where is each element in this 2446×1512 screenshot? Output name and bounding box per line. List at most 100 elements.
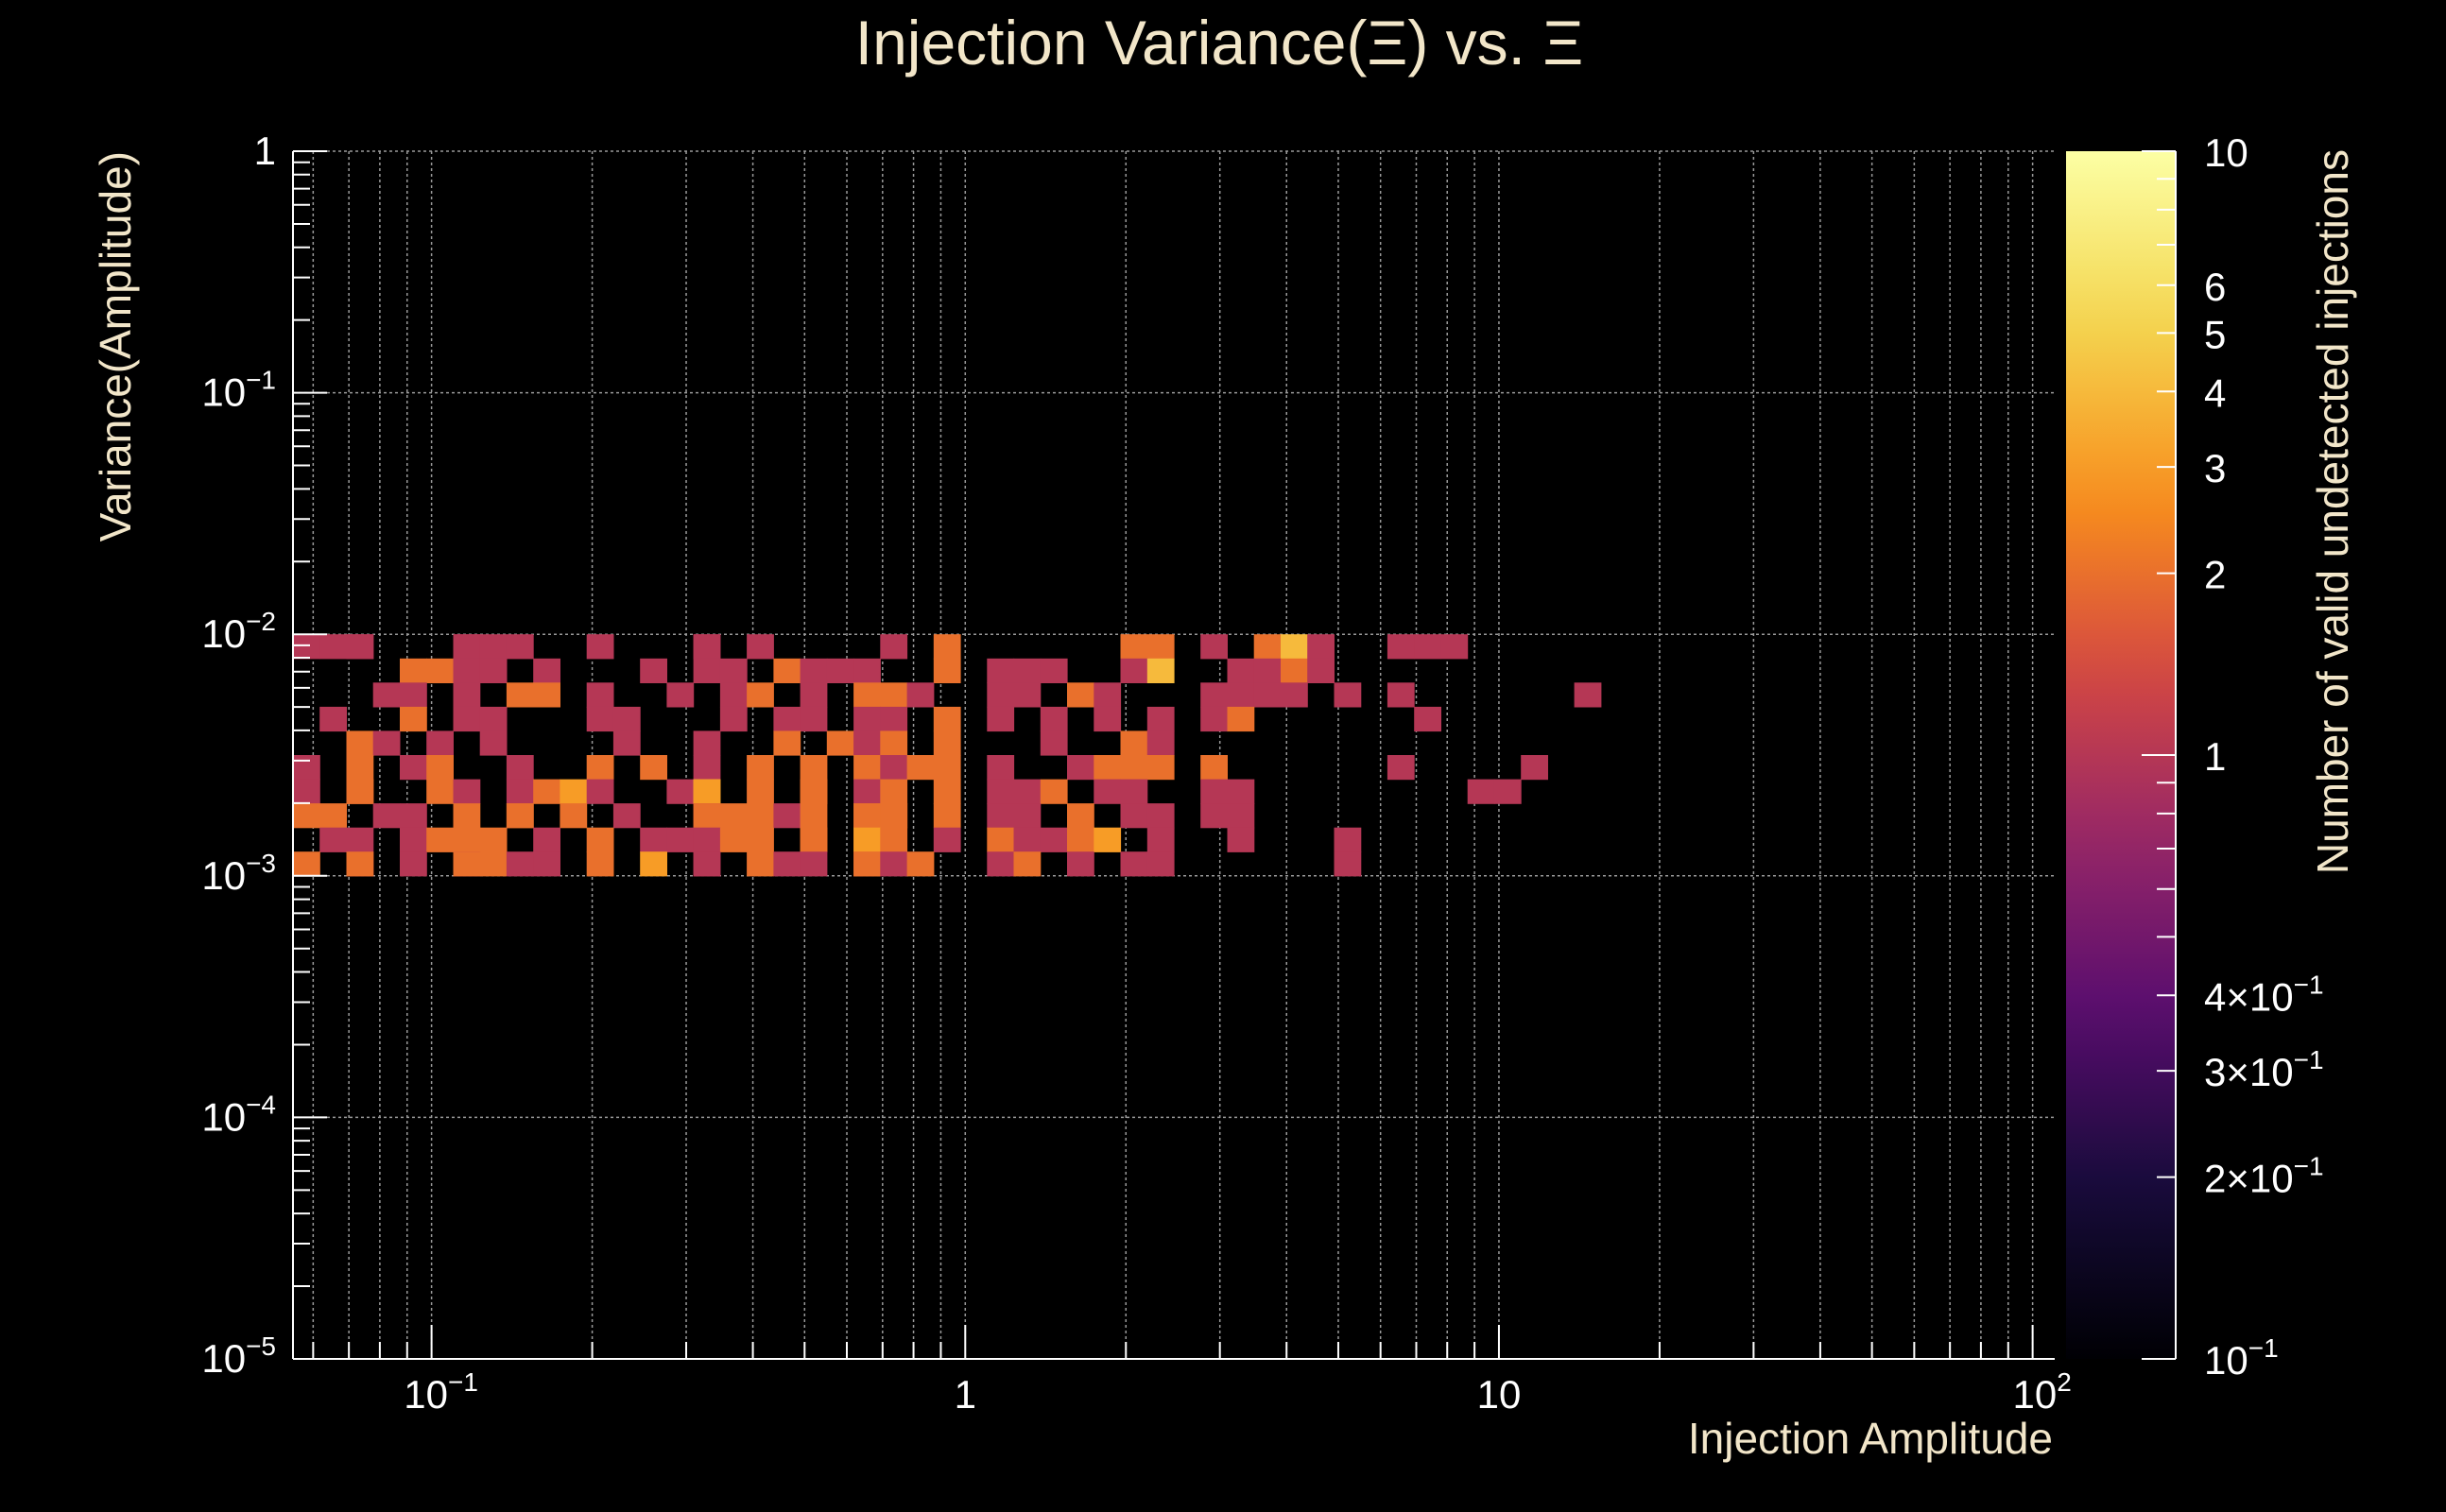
heatmap-cell bbox=[453, 634, 481, 660]
heatmap-cell bbox=[1227, 658, 1255, 683]
heatmap-cell bbox=[1440, 634, 1469, 660]
heatmap-cell bbox=[346, 730, 374, 756]
heatmap-cell bbox=[479, 706, 508, 732]
heatmap-cell bbox=[506, 779, 534, 804]
heatmap-cell bbox=[453, 803, 481, 829]
heatmap-cell bbox=[826, 658, 854, 683]
heatmap-cell bbox=[426, 779, 454, 804]
heatmap-cell bbox=[1040, 658, 1068, 683]
colorbar-tick-label: 2×10−1 bbox=[2204, 1152, 2324, 1201]
heatmap-cell bbox=[453, 682, 481, 708]
heatmap-cell bbox=[1146, 634, 1175, 660]
heatmap-cell bbox=[612, 706, 641, 732]
colorbar-tick-label: 10−1 bbox=[2204, 1333, 2279, 1383]
y-tick-label: 10−3 bbox=[201, 849, 276, 898]
colorbar-tick-label: 10 bbox=[2204, 130, 2248, 175]
heatmap-cell bbox=[1387, 682, 1415, 708]
heatmap-cell bbox=[1253, 682, 1282, 708]
y-tick-label: 10−5 bbox=[201, 1332, 276, 1381]
heatmap-cell bbox=[933, 634, 961, 660]
heatmap-cell bbox=[800, 706, 828, 732]
heatmap-cell bbox=[747, 851, 774, 877]
heatmap-cells bbox=[293, 634, 1602, 877]
heatmap-cell bbox=[426, 755, 454, 781]
heatmap-cell bbox=[800, 755, 828, 781]
heatmap-cell bbox=[693, 755, 721, 781]
heatmap-cell bbox=[880, 634, 908, 660]
heatmap-cell bbox=[346, 827, 374, 852]
heatmap-cell bbox=[1067, 827, 1094, 852]
heatmap-cell bbox=[1227, 827, 1255, 852]
heatmap-cell bbox=[346, 634, 374, 660]
heatmap-cell bbox=[1094, 682, 1122, 708]
heatmap-cell bbox=[1146, 827, 1175, 852]
colorbar-tick-label: 3×10−1 bbox=[2204, 1045, 2324, 1094]
heatmap-cell bbox=[933, 730, 961, 756]
heatmap-cell bbox=[640, 658, 667, 683]
heatmap-cell bbox=[453, 779, 481, 804]
heatmap-cell bbox=[719, 803, 748, 829]
heatmap-cell bbox=[853, 827, 881, 852]
heatmap-cell bbox=[987, 803, 1015, 829]
x-tick-label: 1 bbox=[955, 1372, 976, 1417]
heatmap-cell bbox=[987, 827, 1015, 852]
heatmap-cell bbox=[372, 682, 401, 708]
heatmap-cell bbox=[933, 827, 961, 852]
heatmap-cell bbox=[719, 682, 748, 708]
y-tick-label: 10−4 bbox=[201, 1090, 276, 1139]
colorbar-tick-label: 3 bbox=[2204, 446, 2226, 490]
heatmap-cell bbox=[533, 682, 560, 708]
heatmap-cell bbox=[479, 730, 508, 756]
heatmap-cell bbox=[400, 706, 427, 732]
heatmap-cell bbox=[1120, 730, 1148, 756]
heatmap-cell bbox=[853, 803, 881, 829]
heatmap-cell bbox=[400, 851, 427, 877]
heatmap-cell bbox=[1067, 755, 1094, 781]
heatmap-cell bbox=[479, 851, 508, 877]
heatmap-cell bbox=[612, 730, 641, 756]
heatmap-cell bbox=[1281, 658, 1308, 683]
x-tick-label: 102 bbox=[2012, 1367, 2071, 1417]
heatmap-cell bbox=[1253, 658, 1282, 683]
heatmap-cell bbox=[666, 682, 695, 708]
heatmap-cell bbox=[346, 755, 374, 781]
heatmap-cell bbox=[1013, 779, 1042, 804]
heatmap-cell bbox=[1146, 730, 1175, 756]
x-tick-label: 10 bbox=[1477, 1372, 1522, 1417]
heatmap-cell bbox=[1307, 634, 1335, 660]
heatmap-cell bbox=[747, 779, 774, 804]
heatmap-cell bbox=[1040, 827, 1068, 852]
heatmap-cell bbox=[1120, 634, 1148, 660]
heatmap-cell bbox=[479, 634, 508, 660]
heatmap-cell bbox=[773, 803, 801, 829]
heatmap-cell bbox=[293, 755, 320, 781]
heatmap-cell bbox=[1200, 755, 1228, 781]
heatmap-cell bbox=[1067, 682, 1094, 708]
heatmap-cell bbox=[987, 658, 1015, 683]
heatmap-cell bbox=[319, 706, 347, 732]
heatmap-cell bbox=[987, 706, 1015, 732]
heatmap-cell bbox=[1574, 682, 1602, 708]
heatmap-cell bbox=[1120, 658, 1148, 683]
heatmap-cell bbox=[800, 658, 828, 683]
heatmap-cell bbox=[1200, 682, 1228, 708]
heatmap-cell bbox=[747, 755, 774, 781]
heatmap-cell bbox=[693, 634, 721, 660]
heatmap-cell bbox=[880, 682, 908, 708]
heatmap-cell bbox=[1120, 851, 1148, 877]
heatmap-cell bbox=[479, 827, 508, 852]
colorbar-tick-label: 4 bbox=[2204, 370, 2226, 415]
heatmap-cell bbox=[853, 730, 881, 756]
colorbar-tick-label: 4×10−1 bbox=[2204, 970, 2324, 1019]
heatmap-cell bbox=[719, 706, 748, 732]
heatmap-cell bbox=[1467, 779, 1495, 804]
heatmap-cell bbox=[933, 706, 961, 732]
heatmap-cell bbox=[453, 658, 481, 683]
y-tick-label: 1 bbox=[254, 129, 276, 173]
heatmap-cell bbox=[1227, 779, 1255, 804]
heatmap-cell bbox=[1200, 803, 1228, 829]
heatmap-cell bbox=[1387, 634, 1415, 660]
heatmap-cell bbox=[1067, 803, 1094, 829]
heatmap-cell bbox=[1281, 634, 1308, 660]
